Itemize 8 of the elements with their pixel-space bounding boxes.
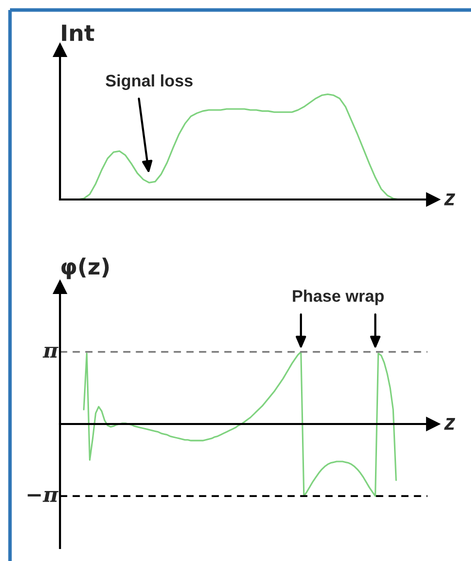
text: Phase wrap	[292, 290, 384, 306]
ref-line-label: −π	[28, 491, 59, 502]
y-axis-title: φ(z)	[61, 258, 109, 280]
x-axis-title: z	[444, 418, 456, 430]
y-axis-title: Int	[62, 24, 94, 41]
x-axis-title: z	[444, 194, 456, 206]
ref-line-label: π	[42, 346, 59, 358]
text: Signal loss	[106, 74, 193, 90]
